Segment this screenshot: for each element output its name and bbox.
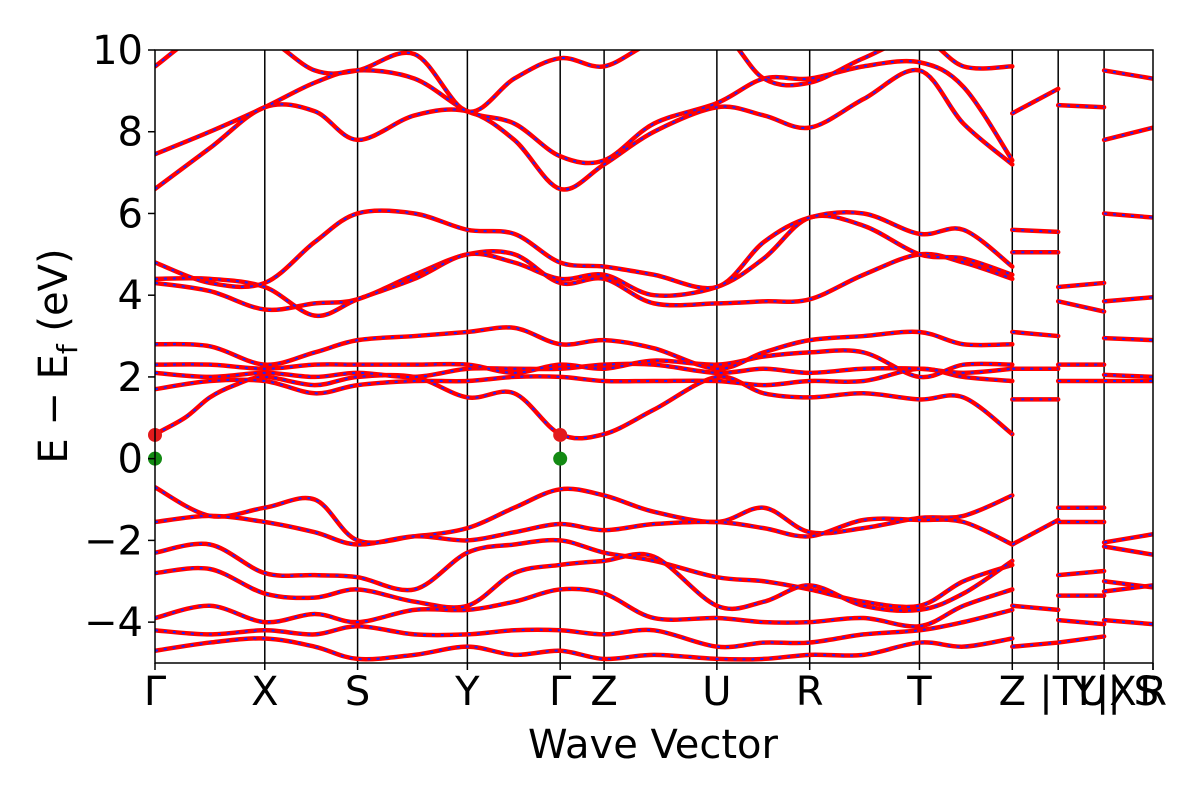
band-line-19 [1010, 603, 1061, 613]
band-line-38 [1101, 532, 1153, 545]
x-tick-label-13: R [1139, 669, 1167, 715]
band-line-1 [155, 513, 1015, 547]
band-line-37 [1055, 102, 1107, 110]
band-line-20 [1010, 640, 1061, 649]
band-line-48 [1101, 125, 1153, 143]
y-tick-label-2: 0 [118, 437, 143, 483]
band-line-dash-37 [1058, 104, 1105, 109]
band-line-dash-16 [155, 60, 1014, 165]
y-axis-ticks: −4 −2 0 2 4 6 8 10 [84, 28, 155, 646]
cbm-marker-3 [553, 427, 568, 442]
band-line-49 [1101, 68, 1153, 81]
band-line-13 [155, 213, 1015, 319]
x-tick-label-9: Z [999, 669, 1026, 715]
band-line-0 [155, 485, 1015, 545]
band-line-dash-5 [155, 608, 1013, 649]
band-line-45 [1101, 335, 1153, 343]
x-tick-label-5: Z [590, 669, 617, 715]
y-axis-label-sub: f [51, 343, 84, 354]
y-tick-label-0: −4 [84, 600, 143, 646]
y-tick-label-3: 2 [118, 355, 143, 401]
band-line-dash-2 [155, 539, 1013, 608]
band-line-dash-36 [1058, 281, 1105, 289]
band-line-39 [1101, 544, 1153, 557]
band-line-18 [1010, 517, 1061, 547]
band-line-dash-14 [155, 209, 1013, 290]
y-tick-label-6: 8 [118, 110, 143, 156]
band-line-42 [1101, 617, 1153, 627]
band-line-31 [1055, 617, 1107, 627]
x-tick-label-8: T [906, 669, 932, 715]
band-line-47 [1101, 211, 1153, 220]
band-line-dash-6 [155, 637, 1013, 661]
band-line-44 [1101, 372, 1153, 380]
band-line-dash-1 [155, 514, 1013, 546]
band-line-36 [1055, 280, 1107, 290]
band-line-dash-23 [1012, 330, 1059, 338]
x-tick-label-7: R [796, 669, 824, 715]
band-line-16 [155, 58, 1015, 166]
vbm-marker-1 [553, 451, 568, 466]
band-line-dash-4 [155, 587, 1013, 628]
x-tick-label-3: Y [454, 669, 480, 715]
band-line-3 [155, 551, 1015, 613]
y-axis-label-unit: (eV) [31, 248, 77, 344]
band-line-32 [1055, 634, 1107, 645]
band-line-46 [1101, 294, 1153, 304]
band-line-23 [1010, 329, 1061, 339]
y-axis-label-main: E − E [31, 354, 77, 464]
x-tick-label-10: |T [1039, 669, 1077, 715]
band-line-dash-29 [1058, 570, 1105, 577]
band-line-11 [155, 325, 1015, 372]
band-line-8 [155, 366, 1015, 396]
x-tick-label-2: S [345, 669, 370, 715]
x-tick-label-12: U| S [1078, 669, 1159, 715]
y-tick-label-1: −2 [84, 518, 143, 564]
band-line-dash-10 [155, 349, 1013, 379]
x-tick-label-0: Γ [144, 669, 167, 715]
y-tick-label-4: 4 [118, 273, 143, 319]
band-line-29 [1055, 568, 1107, 578]
x-axis-label: Wave Vector [528, 722, 779, 768]
y-axis-label: E − Ef (eV) [31, 248, 84, 463]
band-line-dash-12 [155, 250, 1013, 311]
plot-area [155, 50, 1153, 663]
band-line-41 [1101, 583, 1153, 594]
y-tick-label-5: 6 [118, 191, 143, 237]
band-line-26 [1010, 86, 1061, 116]
band-line-dash-19 [1012, 604, 1059, 611]
band-line-dash-20 [1012, 641, 1059, 648]
plot-frame [154, 49, 1154, 664]
x-tick-label-4: Γ [549, 669, 572, 715]
band-line-dash-0 [155, 486, 1013, 544]
x-tick-label-6: U [702, 669, 731, 715]
band-line-25 [1010, 227, 1061, 235]
x-tick-label-1: X [251, 669, 278, 715]
band-line-35 [1055, 299, 1107, 314]
x-axis-ticks: Γ X S Y Γ Z U R T Z |TY|XU| SR [144, 663, 1167, 715]
band-line-dash-32 [1058, 635, 1105, 644]
band-line-dash-25 [1012, 228, 1059, 233]
band-line-17 [155, 50, 1015, 114]
band-line-dash-3 [155, 553, 1013, 612]
band-line-15 [155, 67, 1015, 192]
band-line-dash-7 [155, 374, 1013, 440]
x-tick-label-11: Y|X [1070, 669, 1136, 715]
y-tick-label-7: 10 [92, 28, 143, 74]
band-line-dash-31 [1058, 619, 1105, 626]
band-edge-markers [148, 427, 568, 466]
